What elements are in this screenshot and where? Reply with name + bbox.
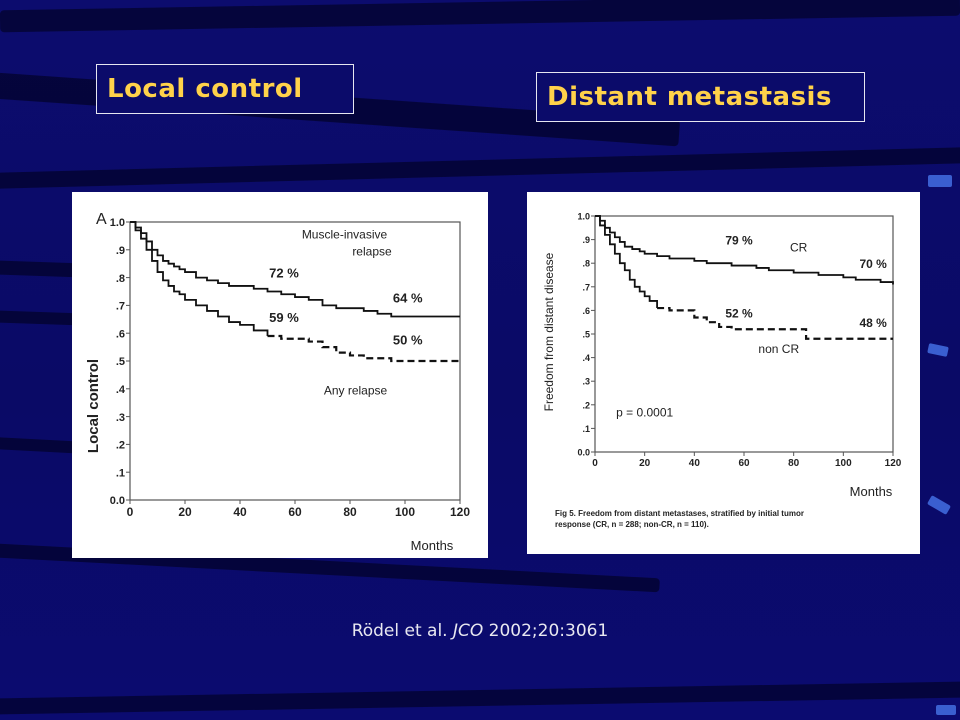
series-line-non-cr-dashed xyxy=(657,306,893,340)
annotation-label: relapse xyxy=(352,244,392,258)
y-tick-label: .8 xyxy=(582,259,590,269)
y-tick-label: .4 xyxy=(116,384,126,396)
decorative-streak xyxy=(0,0,960,33)
panel-label: A xyxy=(96,211,107,228)
decorative-blip xyxy=(936,705,956,715)
annotation-label: p = 0.0001 xyxy=(616,406,673,420)
annotation-label: 52 % xyxy=(725,306,753,320)
annotation-label: 59 % xyxy=(269,310,299,325)
y-tick-label: .7 xyxy=(582,282,590,292)
annotation-label: 50 % xyxy=(393,332,423,347)
x-tick-label: 60 xyxy=(738,458,750,469)
distant-metastasis-chart-panel: 0 20 40 60 80 100 120 0.0 .1 .2 .3 .4 .5 .6 .7 .8 .9 1.0 M… xyxy=(527,192,920,554)
y-tick-label: .9 xyxy=(582,235,590,245)
y-tick-label: .5 xyxy=(116,356,125,368)
y-tick-label: .8 xyxy=(116,273,125,285)
x-tick-label: 20 xyxy=(178,505,192,519)
distant-metastasis-chart: 0 20 40 60 80 100 120 0.0 .1 .2 .3 .4 .5 .6 .7 .8 .9 1.0 M… xyxy=(542,212,902,530)
decorative-blip xyxy=(926,495,952,515)
x-tick-label: 120 xyxy=(885,458,902,469)
citation-authors: Rödel et al. xyxy=(351,621,453,641)
annotation-label: 79 % xyxy=(725,233,753,247)
series-line-muscle-invasive-relapse xyxy=(130,221,460,318)
series-line-any-relapse-dashed xyxy=(267,334,460,363)
x-tick-label: 60 xyxy=(288,505,302,519)
figure-caption-line: response (CR, n = 288; non-CR, n = 110). xyxy=(555,520,709,529)
annotation-label: Muscle-invasive xyxy=(302,228,388,242)
series-line-non-cr-solid xyxy=(595,215,658,309)
citation-journal: JCO xyxy=(453,621,484,641)
x-tick-label: 120 xyxy=(450,505,470,519)
y-tick-label: .3 xyxy=(582,377,590,387)
y-tick-label: 0.0 xyxy=(577,448,590,458)
x-axis-label: Months xyxy=(850,484,893,499)
decorative-blip xyxy=(927,343,949,357)
y-tick-label: 1.0 xyxy=(110,217,125,229)
x-tick-label: 0 xyxy=(592,458,598,469)
x-tick-label: 100 xyxy=(395,505,415,519)
decorative-streak xyxy=(0,146,960,190)
y-tick-label: .1 xyxy=(116,467,125,479)
y-tick-label: .2 xyxy=(582,400,590,410)
annotation-label: 64 % xyxy=(393,291,423,306)
citation: Rödel et al. JCO 2002;20:3061 xyxy=(0,621,960,641)
y-axis-label: Local control xyxy=(85,359,102,453)
x-tick-label: 80 xyxy=(788,458,800,469)
y-tick-label: .4 xyxy=(582,353,590,363)
y-tick-label: 0.0 xyxy=(110,495,125,507)
citation-volume: 2002;20:3061 xyxy=(483,621,609,641)
annotation-label: non CR xyxy=(758,342,799,356)
figure-caption-line: Fig 5. Freedom from distant metastases, … xyxy=(555,509,804,518)
annotation-label: 72 % xyxy=(269,266,299,281)
x-tick-label: 0 xyxy=(127,505,134,519)
y-tick-label: .7 xyxy=(116,301,125,313)
x-axis-label: Months xyxy=(411,538,454,553)
annotation-label: 70 % xyxy=(859,257,887,271)
local-control-chart: 0 20 40 60 80 100 120 0.0 .1 .2 .3 .4 .5 .6 .7 .8 .9 1.0 M… xyxy=(85,211,470,553)
y-tick-label: .6 xyxy=(116,328,125,340)
annotation-label: 48 % xyxy=(859,316,887,330)
series-line-cr xyxy=(595,215,894,285)
distant-metastasis-title: Distant metastasis xyxy=(536,72,865,122)
y-tick-label: .2 xyxy=(116,440,125,452)
y-axis-label: Freedom from distant disease xyxy=(542,252,556,411)
x-tick-label: 20 xyxy=(639,458,651,469)
annotation-label: CR xyxy=(790,240,808,254)
decorative-blip xyxy=(928,175,952,187)
y-tick-label: .5 xyxy=(582,330,590,340)
decorative-streak xyxy=(0,680,960,716)
local-control-chart-panel: 0 20 40 60 80 100 120 0.0 .1 .2 .3 .4 .5 .6 .7 .8 .9 1.0 M… xyxy=(72,192,488,558)
y-tick-label: 1.0 xyxy=(577,212,590,222)
x-tick-label: 40 xyxy=(233,505,247,519)
x-tick-label: 100 xyxy=(835,458,852,469)
x-tick-label: 80 xyxy=(343,505,357,519)
annotation-label: Any relapse xyxy=(324,383,388,397)
y-tick-label: .6 xyxy=(582,306,590,316)
local-control-title: Local control xyxy=(96,64,354,114)
x-tick-label: 40 xyxy=(689,458,701,469)
y-tick-label: .1 xyxy=(582,424,590,434)
series-line-any-relapse-solid xyxy=(130,221,269,336)
y-tick-label: .3 xyxy=(116,412,125,424)
y-tick-label: .9 xyxy=(116,245,125,257)
